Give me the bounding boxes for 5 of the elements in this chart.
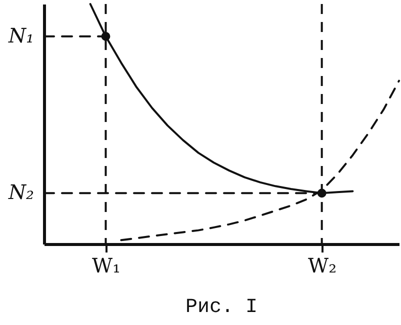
series-label: N₁: [7, 23, 34, 48]
text: Рис. I: [185, 296, 258, 319]
x-tick-label: W₂: [308, 254, 337, 278]
x-tick-label: W₁: [92, 254, 121, 278]
series-label: N₂: [7, 180, 34, 204]
